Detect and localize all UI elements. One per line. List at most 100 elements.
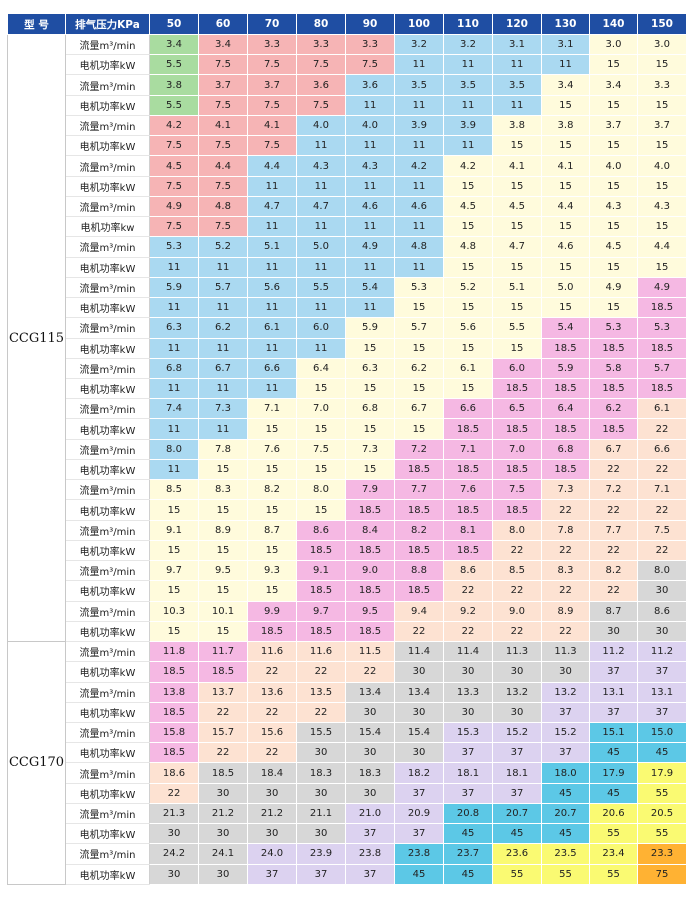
value-cell: 37 <box>492 782 542 804</box>
value-cell: 9.4 <box>394 600 444 622</box>
value-cell: 11.2 <box>589 641 638 663</box>
value-cell: 7.6 <box>443 479 493 501</box>
value-cell: 7.3 <box>198 398 248 420</box>
value-cell: 15 <box>198 458 248 481</box>
value-cell: 11 <box>296 216 346 238</box>
value-cell: 7.5 <box>247 94 297 116</box>
value-cell: 7.3 <box>541 479 590 501</box>
value-cell: 5.1 <box>492 276 542 299</box>
value-cell: 3.0 <box>637 33 687 56</box>
value-cell: 9.1 <box>296 560 346 582</box>
table-row: CCG170 流量m³/min 11.8 11.7 11.6 11.6 11.5 11.4 11… <box>7 641 687 885</box>
value-cell: 22 <box>541 539 590 562</box>
value-cell: 15 <box>589 175 638 197</box>
value-cell: 11 <box>247 337 297 359</box>
value-cell: 11 <box>394 216 444 238</box>
table-row: 电机功率kW 30 30 37 37 37 45 45 55 55 55 75 <box>8 863 687 885</box>
value-cell: 15 <box>443 337 493 359</box>
value-cell: 30 <box>247 782 297 804</box>
table-row: 流量m³/min 6.3 6.2 6.1 6.0 5.9 5.7 5.6 5.5 5.4 5.3 5.… <box>8 317 687 339</box>
value-cell: 45 <box>589 782 638 804</box>
table-row: 流量m³/min 10.3 10.1 9.9 9.7 9.5 9.4 9.2 9.0 8.9 8.7… <box>8 600 687 622</box>
value-cell: 18.5 <box>149 661 199 683</box>
value-cell: 4.4 <box>541 195 590 218</box>
value-cell: 4.0 <box>589 155 638 177</box>
value-cell: 20.8 <box>443 802 493 825</box>
row-label: 电机功率kW <box>65 863 150 885</box>
value-cell: 5.3 <box>589 317 638 339</box>
value-cell: 30 <box>443 661 493 683</box>
value-cell: 30 <box>149 863 199 885</box>
value-cell: 4.9 <box>149 195 199 218</box>
row-label: 流量m³/min <box>65 114 150 137</box>
value-cell: 13.2 <box>541 681 590 703</box>
value-cell: 11 <box>492 54 542 76</box>
value-cell: 5.4 <box>541 317 590 339</box>
value-cell: 9.7 <box>149 560 199 582</box>
value-cell: 15 <box>198 620 248 643</box>
table-row: 流量m³/min 7.4 7.3 7.1 7.0 6.8 6.7 6.6 6.5 6.4 6.2 6.… <box>8 398 687 420</box>
value-cell: 15.6 <box>247 721 297 744</box>
value-cell: 30 <box>394 701 444 723</box>
value-cell: 22 <box>443 580 493 602</box>
pressure-header-cell: 100 <box>394 13 444 35</box>
value-cell: 10.3 <box>149 600 199 622</box>
value-cell: 11.5 <box>345 641 395 663</box>
value-cell: 21.3 <box>149 802 199 825</box>
value-cell: 37 <box>541 742 590 764</box>
value-cell: 18.5 <box>296 580 346 602</box>
value-cell: 6.7 <box>394 398 444 420</box>
value-cell: 7.5 <box>149 135 199 157</box>
value-cell: 4.1 <box>541 155 590 177</box>
value-cell: 22 <box>198 701 248 723</box>
row-label: 流量m³/min <box>65 33 150 56</box>
value-cell: 9.9 <box>247 600 297 622</box>
value-cell: 3.9 <box>443 114 493 137</box>
value-cell: 22 <box>149 782 199 804</box>
value-cell: 11.2 <box>637 641 687 663</box>
value-cell: 6.4 <box>541 398 590 420</box>
value-cell: 5.0 <box>296 236 346 258</box>
value-cell: 15 <box>394 297 444 319</box>
value-cell: 3.9 <box>394 114 444 137</box>
value-cell: 4.9 <box>637 276 687 299</box>
value-cell: 8.6 <box>637 600 687 622</box>
value-cell: 45 <box>492 823 542 845</box>
table-row: 流量m³/min 5.3 5.2 5.1 5.0 4.9 4.8 4.8 4.7 4.6 4.5 4.… <box>8 236 687 258</box>
row-label: 电机功率kW <box>65 135 150 157</box>
value-cell: 15 <box>637 94 687 116</box>
value-cell: 4.3 <box>345 155 395 177</box>
value-cell: 11.3 <box>541 641 590 663</box>
table-row: 电机功率kW 18.5 22 22 30 30 30 37 37 37 45 45 <box>8 742 687 764</box>
pressure-column-header: 排气压力KPa <box>65 13 150 35</box>
value-cell: 30 <box>637 620 687 643</box>
value-cell: 7.5 <box>345 54 395 76</box>
value-cell: 37 <box>492 742 542 764</box>
value-cell: 15 <box>247 458 297 481</box>
value-cell: 13.2 <box>492 681 542 703</box>
value-cell: 15 <box>345 458 395 481</box>
value-cell: 18.0 <box>541 762 590 784</box>
value-cell: 17.9 <box>637 762 687 784</box>
value-cell: 8.7 <box>247 519 297 541</box>
table-row: 电机功率kW 11 11 11 11 11 15 15 15 15 15 18.5 <box>8 297 687 319</box>
value-cell: 11 <box>345 135 395 157</box>
value-cell: 22 <box>443 620 493 643</box>
value-cell: 15 <box>637 256 687 278</box>
value-cell: 10.1 <box>198 600 248 622</box>
table-row: 流量m³/min 9.1 8.9 8.7 8.6 8.4 8.2 8.1 8.0 7.8 7.7 7.… <box>8 519 687 541</box>
pressure-header-cell: 140 <box>589 13 638 35</box>
value-cell: 6.0 <box>296 317 346 339</box>
value-cell: 7.8 <box>198 438 248 460</box>
value-cell: 15 <box>492 256 542 278</box>
value-cell: 21.2 <box>198 802 248 825</box>
value-cell: 11 <box>149 256 199 278</box>
value-cell: 45 <box>541 823 590 845</box>
value-cell: 18.5 <box>394 539 444 562</box>
value-cell: 15 <box>198 539 248 562</box>
row-label: 电机功率kW <box>65 580 150 602</box>
value-cell: 30 <box>296 782 346 804</box>
table-row: 流量m³/min 4.9 4.8 4.7 4.7 4.6 4.6 4.5 4.5 4.4 4.3 4.… <box>8 195 687 218</box>
row-label: 电机功率kW <box>65 377 150 400</box>
value-cell: 22 <box>492 620 542 643</box>
